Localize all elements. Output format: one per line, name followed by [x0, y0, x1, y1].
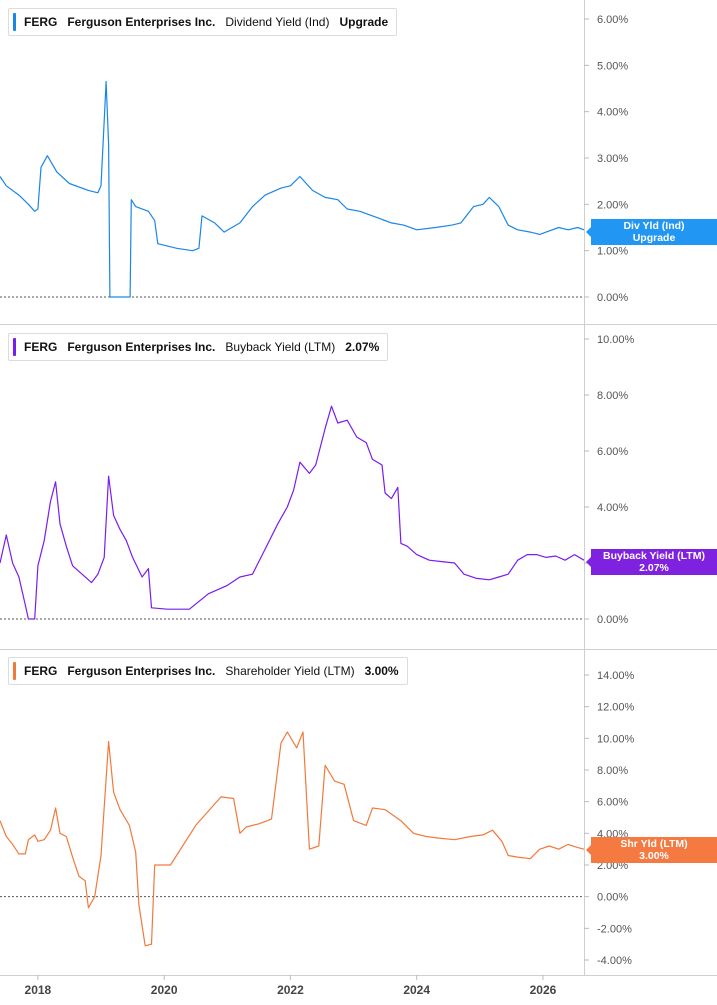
legend-buyback[interactable]: FERG Ferguson Enterprises Inc. Buyback Y…: [8, 333, 389, 361]
y-tick-label: -2.00%: [597, 923, 632, 935]
legend-ticker: FERG: [24, 664, 58, 678]
legend-ticker: FERG: [24, 340, 58, 354]
legend-value[interactable]: Upgrade: [339, 15, 389, 29]
legend-shareholder[interactable]: FERG Ferguson Enterprises Inc. Sharehold…: [8, 657, 408, 685]
legend-dividend[interactable]: FERG Ferguson Enterprises Inc. Dividend …: [8, 8, 398, 36]
y-tick-label: 10.00%: [597, 334, 635, 346]
y-tick-label: 6.00%: [597, 446, 628, 458]
y-tick-label: 3.00%: [597, 153, 628, 165]
legend-ticker: FERG: [24, 15, 58, 29]
y-tick-label: 1.00%: [597, 246, 628, 258]
value-tag-buyback: Buyback Yield (LTM) 2.07%: [586, 549, 717, 575]
legend-company: Ferguson Enterprises Inc.: [67, 15, 216, 29]
legend-value: 3.00%: [364, 664, 399, 678]
y-tick-label: 0.00%: [597, 292, 628, 304]
legend-color-bar: [13, 662, 16, 680]
y-tick-label: 4.00%: [597, 502, 628, 514]
tag-value: 2.07%: [639, 562, 669, 574]
y-tick-label: -4.00%: [597, 955, 632, 967]
legend-color-bar: [13, 13, 16, 31]
legend-company: Ferguson Enterprises Inc.: [67, 340, 216, 354]
legend-metric: Dividend Yield (Ind): [225, 15, 330, 29]
x-tick-label: 2026: [530, 983, 557, 997]
y-tick-label: 8.00%: [597, 765, 628, 777]
legend-metric: Shareholder Yield (LTM): [225, 664, 355, 678]
series-line-buyback-yield-ltm-: [0, 405, 585, 620]
y-tick-label: 10.00%: [597, 733, 635, 745]
y-tick-label: 5.00%: [597, 60, 628, 72]
tag-label: Shr Yld (LTM): [620, 838, 688, 850]
y-tick-label: 8.00%: [597, 390, 628, 402]
legend-metric: Buyback Yield (LTM): [225, 340, 336, 354]
y-tick-label: 6.00%: [597, 797, 628, 809]
legend-company: Ferguson Enterprises Inc.: [67, 664, 216, 678]
tag-value: Upgrade: [632, 232, 676, 244]
legend-color-bar: [13, 338, 16, 356]
tag-label: Div Yld (Ind): [623, 220, 685, 232]
x-tick-label: 2020: [151, 983, 178, 997]
y-tick-label: 12.00%: [597, 702, 635, 714]
x-tick-label: 2022: [277, 983, 304, 997]
y-tick-label: 4.00%: [597, 107, 628, 119]
y-tick-label: 0.00%: [597, 614, 628, 626]
y-tick-label: 14.00%: [597, 670, 635, 682]
y-tick-label: 0.00%: [597, 892, 628, 904]
y-tick-label: 6.00%: [597, 14, 628, 26]
x-tick-label: 2024: [403, 983, 430, 997]
series-line-shareholder-yield-ltm-: [0, 731, 585, 947]
series-line-dividend-yield-ind-: [0, 80, 585, 298]
y-tick-label: 2.00%: [597, 199, 628, 211]
value-tag-shareholder: Shr Yld (LTM) 3.00%: [586, 837, 717, 863]
legend-value: 2.07%: [345, 340, 380, 354]
tag-value: 3.00%: [639, 850, 669, 862]
tag-label: Buyback Yield (LTM): [603, 550, 705, 562]
y-tick-label: 2.00%: [597, 860, 628, 872]
x-tick-label: 2018: [25, 983, 52, 997]
value-tag-dividend: Div Yld (Ind) Upgrade: [586, 219, 717, 245]
